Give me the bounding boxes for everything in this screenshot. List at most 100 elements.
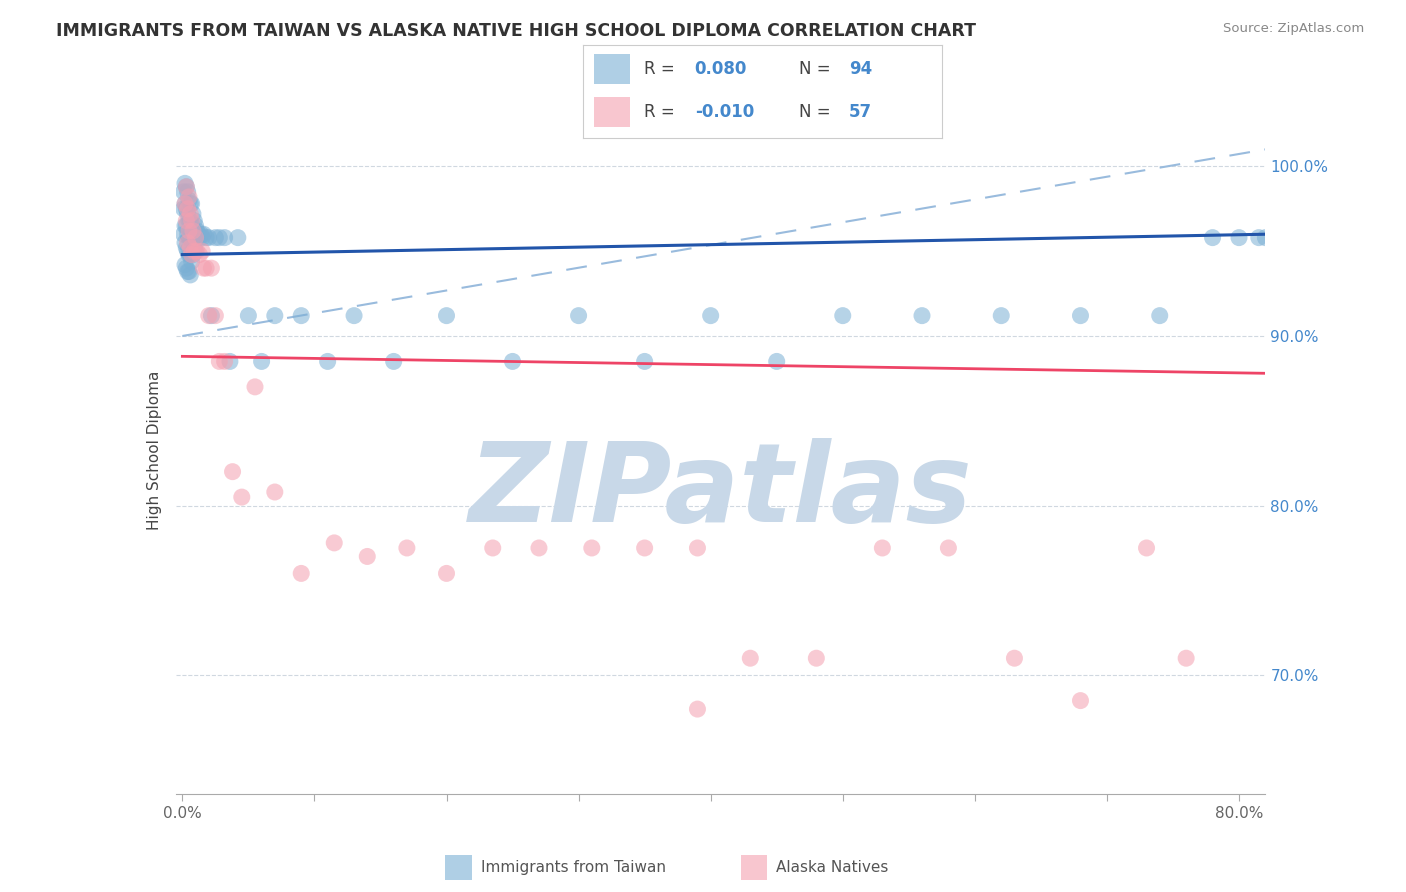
Point [179, 213, 201, 227]
Point [1254, 230, 1277, 244]
Point [1227, 230, 1250, 244]
Point [290, 566, 312, 581]
Point [633, 541, 655, 555]
Bar [595, 54, 630, 84]
Text: 57: 57 [849, 103, 872, 121]
Point [188, 247, 211, 261]
Point [173, 185, 195, 199]
Point [179, 196, 201, 211]
Point [806, 651, 828, 665]
Y-axis label: High School Diploma: High School Diploma [146, 371, 162, 530]
Point [181, 224, 204, 238]
Point [990, 309, 1012, 323]
Point [174, 177, 197, 191]
Point [177, 190, 200, 204]
Point [177, 264, 200, 278]
Point [177, 194, 200, 208]
Point [180, 196, 202, 211]
Point [263, 309, 285, 323]
Point [740, 651, 762, 665]
Point [481, 541, 503, 555]
Point [197, 309, 219, 323]
Point [188, 230, 211, 244]
Point [181, 227, 204, 242]
Text: IMMIGRANTS FROM TAIWAN VS ALASKA NATIVE HIGH SCHOOL DIPLOMA CORRELATION CHART: IMMIGRANTS FROM TAIWAN VS ALASKA NATIVE … [56, 22, 976, 40]
Point [316, 354, 339, 368]
Point [183, 244, 205, 259]
Point [173, 227, 195, 242]
Point [686, 702, 709, 716]
Point [174, 196, 197, 211]
Point [179, 247, 201, 261]
Text: Source: ZipAtlas.com: Source: ZipAtlas.com [1223, 22, 1364, 36]
Point [382, 354, 405, 368]
Point [176, 213, 198, 227]
Point [1247, 230, 1270, 244]
Point [191, 230, 214, 244]
Point [1175, 651, 1198, 665]
Point [200, 309, 222, 323]
Point [176, 219, 198, 233]
Point [191, 244, 214, 259]
Point [938, 541, 960, 555]
Point [176, 179, 198, 194]
Point [184, 244, 207, 259]
Text: 94: 94 [849, 60, 872, 78]
Point [250, 354, 273, 368]
Point [219, 354, 242, 368]
Point [176, 179, 198, 194]
Point [436, 566, 458, 581]
Point [180, 247, 202, 261]
Point [183, 241, 205, 255]
Point [176, 264, 198, 278]
Point [686, 541, 709, 555]
Point [180, 234, 202, 248]
Point [263, 485, 285, 500]
Point [176, 202, 198, 216]
Point [214, 354, 236, 368]
Point [193, 227, 215, 242]
Point [231, 490, 253, 504]
Text: N =: N = [799, 103, 835, 121]
Bar [446, 855, 472, 880]
Point [184, 219, 207, 233]
Point [179, 241, 201, 255]
Point [214, 230, 236, 244]
Text: N =: N = [799, 60, 835, 78]
Point [195, 261, 218, 276]
Text: 0.080: 0.080 [695, 60, 747, 78]
Point [204, 309, 226, 323]
Point [180, 213, 202, 227]
Point [1069, 693, 1091, 707]
Point [568, 309, 591, 323]
Point [174, 235, 197, 250]
Point [1004, 651, 1026, 665]
Point [195, 230, 218, 244]
Point [186, 244, 208, 259]
Point [179, 268, 201, 282]
Point [176, 227, 198, 242]
Point [186, 224, 208, 238]
Point [1201, 230, 1223, 244]
Point [831, 309, 853, 323]
Point [176, 244, 198, 259]
Text: Immigrants from Taiwan: Immigrants from Taiwan [481, 860, 666, 875]
Point [243, 380, 266, 394]
Point [1149, 309, 1171, 323]
Text: R =: R = [644, 60, 681, 78]
Point [174, 219, 197, 233]
Point [527, 541, 550, 555]
Point [204, 230, 226, 244]
Text: -0.010: -0.010 [695, 103, 754, 121]
Point [238, 309, 260, 323]
Point [1135, 541, 1157, 555]
Point [184, 230, 207, 244]
Text: ZIPatlas: ZIPatlas [468, 438, 973, 545]
Point [181, 207, 204, 221]
Point [197, 230, 219, 244]
Point [436, 309, 458, 323]
Point [221, 465, 243, 479]
Point [1069, 309, 1091, 323]
Point [356, 549, 378, 564]
Point [179, 230, 201, 244]
